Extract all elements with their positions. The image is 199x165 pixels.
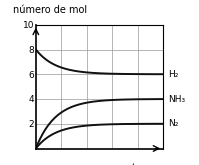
Text: NH₃: NH₃	[168, 95, 185, 103]
Text: número de mol: número de mol	[13, 5, 87, 15]
Text: tempo: tempo	[132, 163, 163, 165]
Text: H₂: H₂	[168, 70, 179, 79]
Text: N₂: N₂	[168, 119, 179, 128]
